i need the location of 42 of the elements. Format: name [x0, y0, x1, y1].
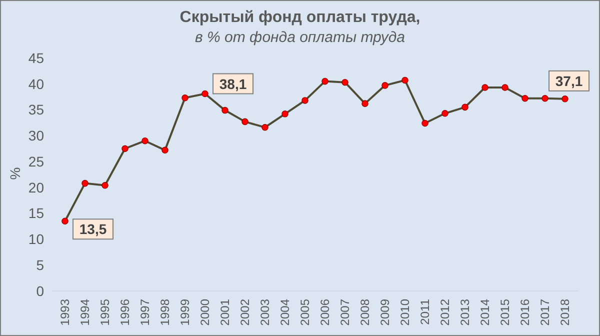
annotation: 37,1 — [555, 72, 583, 89]
x-tick-label: 2008 — [358, 298, 372, 326]
x-tick-label: 2018 — [558, 298, 572, 326]
x-tick-label: 2015 — [498, 298, 512, 326]
y-tick-label: 40 — [28, 76, 44, 92]
x-tick-label: 2014 — [478, 298, 492, 326]
x-tick-label: 2000 — [198, 298, 212, 326]
y-axis-title: % — [7, 167, 23, 180]
x-tick-label: 1993 — [58, 298, 72, 326]
chart-subtitle: в % от фонда оплаты труда — [194, 29, 406, 46]
y-tick-label: 45 — [28, 50, 44, 66]
x-tick-label: 2001 — [218, 298, 232, 326]
x-tick-label: 1999 — [178, 298, 192, 326]
x-tick-label: 2007 — [338, 298, 352, 326]
y-tick-label: 30 — [28, 128, 44, 144]
x-tick-label: 2017 — [538, 298, 552, 326]
x-tick-label: 2002 — [238, 298, 252, 326]
x-tick-label: 1996 — [118, 298, 132, 326]
x-tick-label: 2013 — [458, 298, 472, 326]
x-tick-label: 1997 — [138, 298, 152, 326]
y-tick-label: 35 — [28, 102, 44, 118]
y-tick-label: 10 — [28, 231, 44, 248]
x-tick-label: 2010 — [398, 298, 412, 326]
x-tick-label: 2005 — [298, 298, 312, 326]
x-tick-label: 2016 — [518, 298, 532, 326]
x-tick-label: 1998 — [158, 298, 172, 326]
x-tick-label: 2004 — [278, 298, 292, 326]
y-tick-label: 20 — [28, 179, 44, 196]
y-tick-label: 5 — [36, 257, 44, 274]
x-tick-label: 2009 — [378, 298, 392, 326]
x-tick-label: 2011 — [418, 298, 432, 325]
annotation: 13,5 — [79, 221, 107, 238]
x-tick-label: 1995 — [98, 298, 112, 326]
x-tick-label: 2012 — [438, 298, 452, 326]
chart-title: Скрытый фонд оплаты труда, — [180, 9, 420, 26]
x-tick-label: 2006 — [318, 298, 332, 326]
x-tick-label: 2003 — [258, 298, 272, 326]
x-tick-label: 1994 — [78, 298, 92, 326]
annotation: 38,1 — [219, 76, 247, 92]
y-tick-label: 25 — [28, 153, 44, 170]
y-tick-label: 15 — [28, 205, 44, 222]
y-tick-label: 0 — [36, 282, 44, 299]
